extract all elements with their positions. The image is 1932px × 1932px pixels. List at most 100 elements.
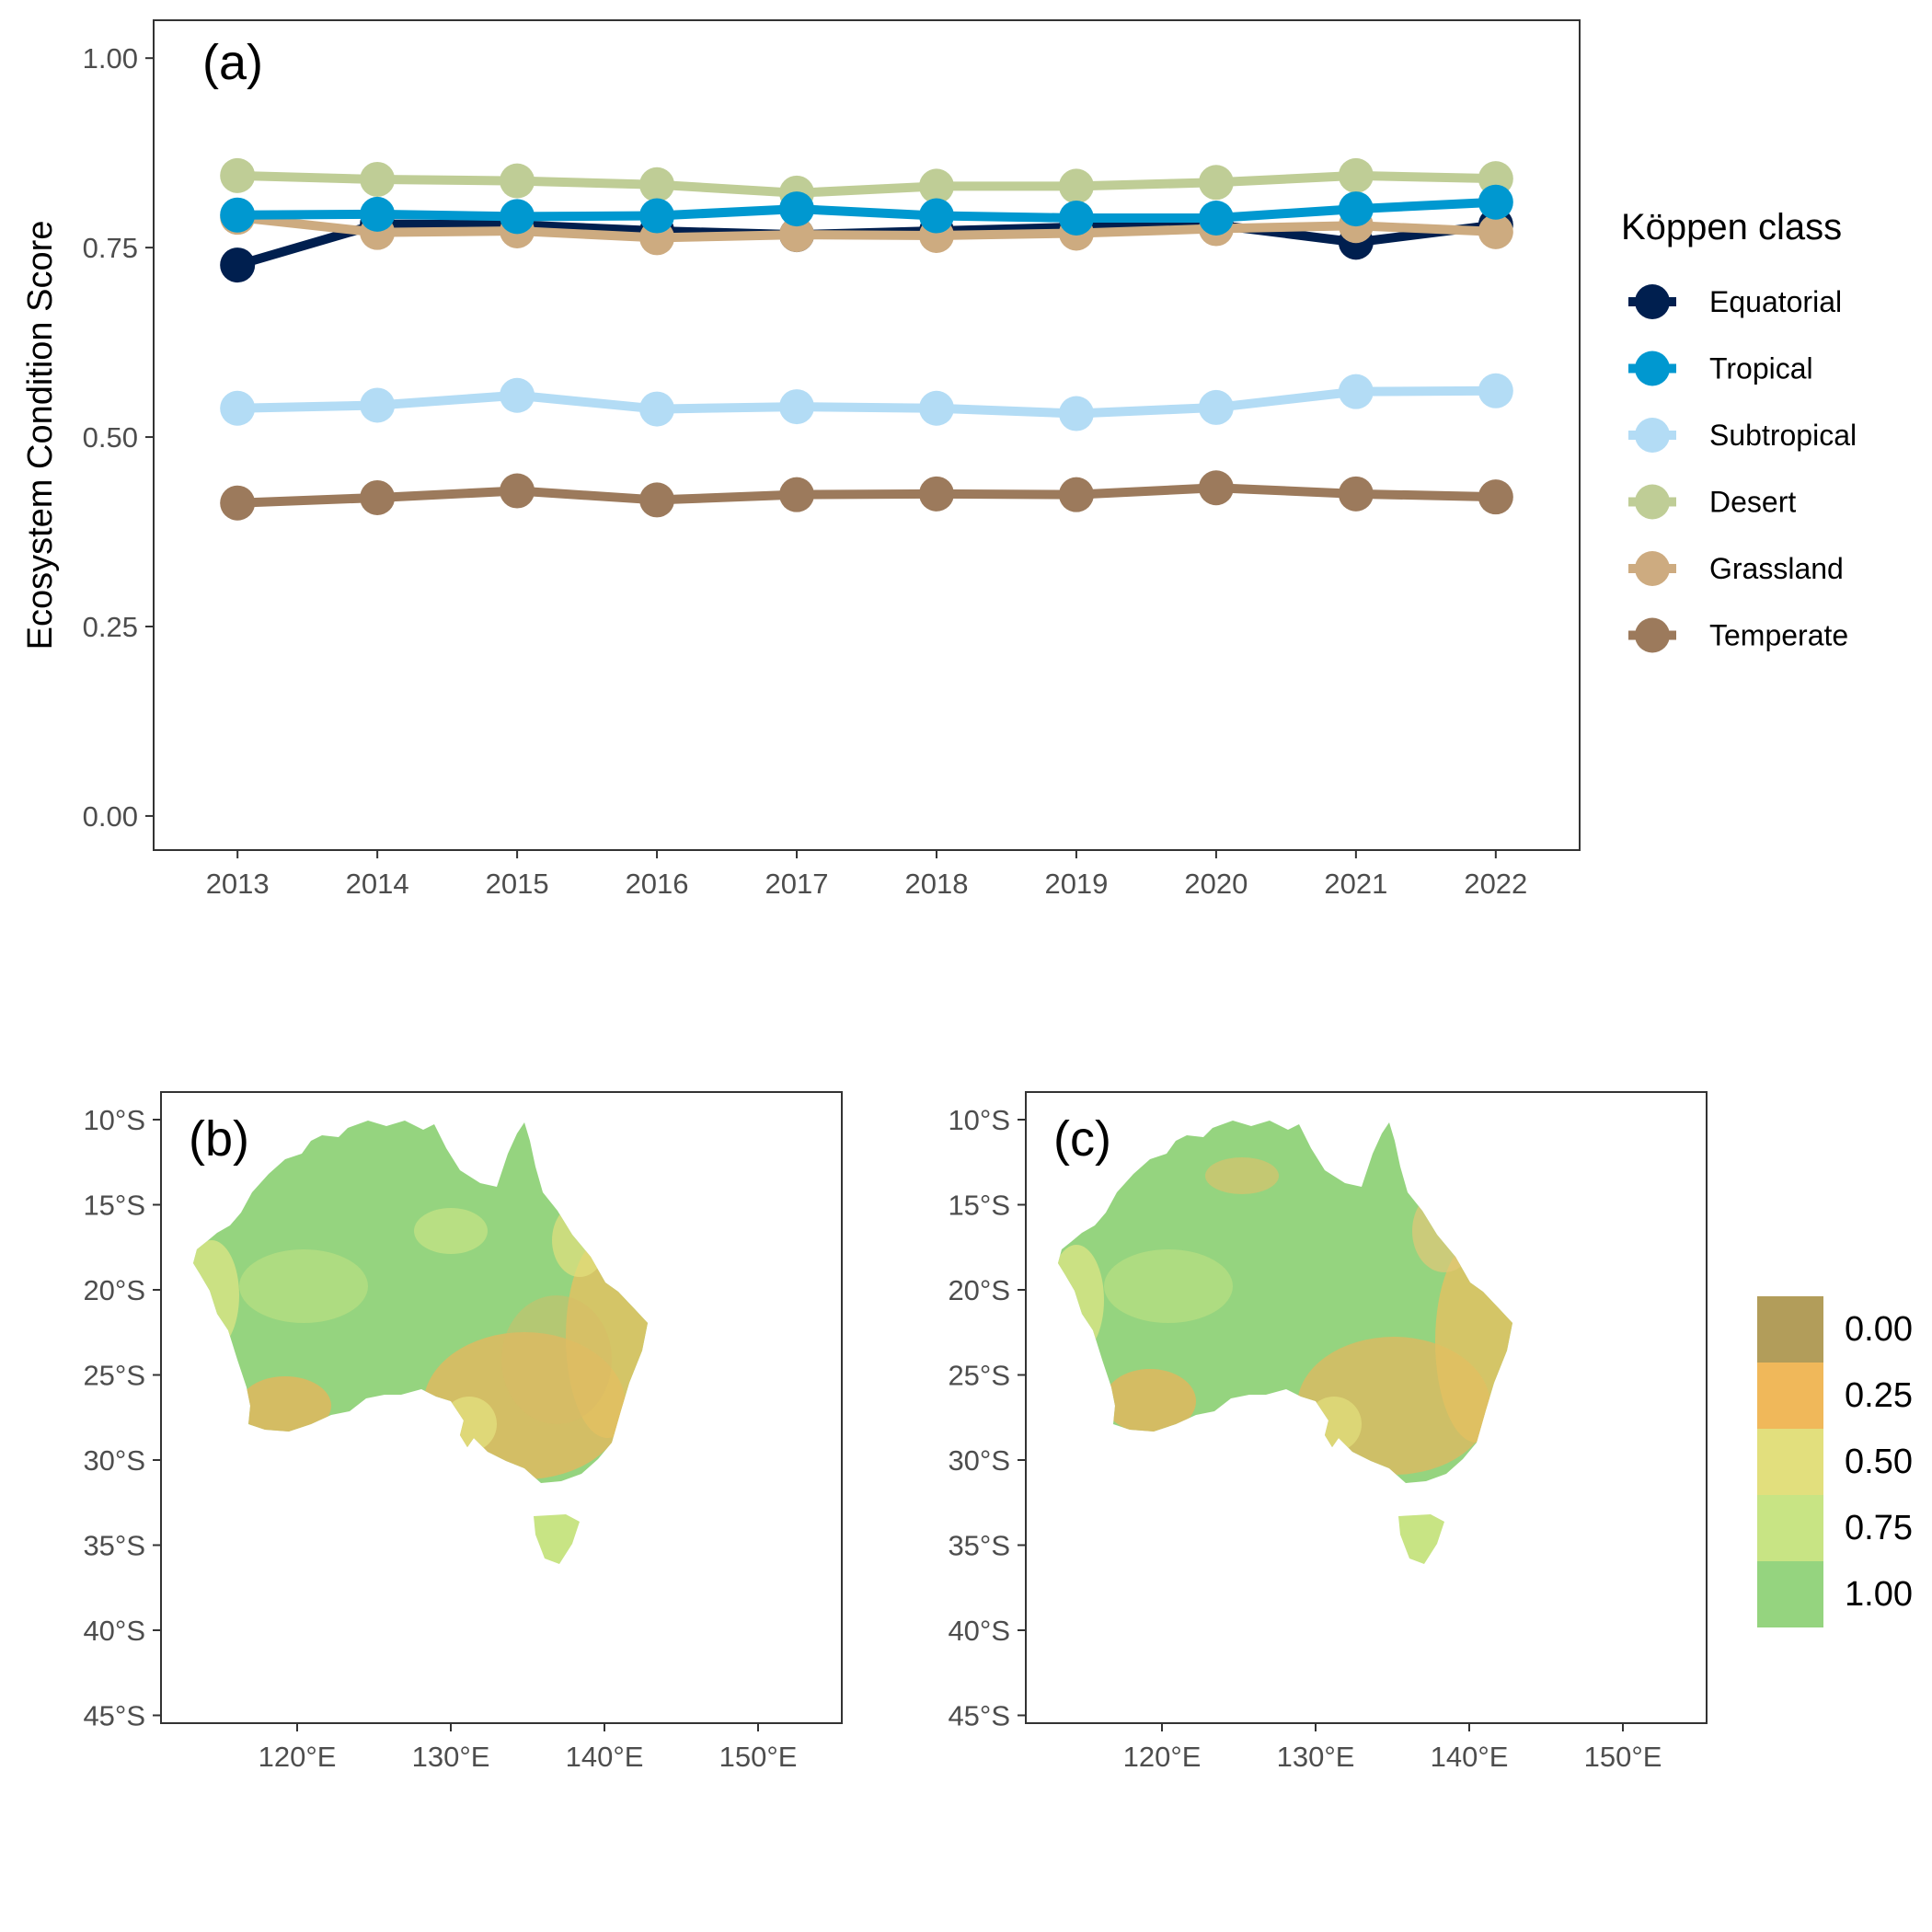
x-tick-label: 2015	[486, 868, 549, 900]
data-point	[220, 157, 256, 193]
data-point	[500, 199, 535, 235]
data-point	[360, 479, 396, 515]
series-desert	[220, 157, 1513, 211]
panel-c-axes: 10°S 15°S 20°S 25°S 30°S 35°S 40°S 45°S 120°E 130…	[948, 1104, 1662, 1773]
panel-b-axes: 10°S 15°S 20°S 25°S 30°S 35°S 40°S 45°S 120°E 130…	[83, 1104, 797, 1773]
series-temperate	[220, 470, 1513, 521]
colorbar-swatch	[1757, 1495, 1823, 1561]
lat-tick-label: 20°S	[948, 1274, 1010, 1306]
legend-label: Grassland	[1709, 552, 1844, 585]
panel-a-y-axis: 0.00 0.25 0.50 0.75 1.00	[83, 42, 154, 833]
panel-b-tag: (b)	[189, 1111, 249, 1167]
legend-title: Köppen class	[1621, 207, 1842, 247]
y-tick-label: 0.00	[83, 800, 138, 833]
data-point	[1478, 479, 1513, 515]
series-tropical	[220, 184, 1513, 236]
data-point	[1058, 168, 1094, 204]
legend-key-point	[1635, 617, 1670, 653]
data-point	[918, 168, 954, 204]
data-point	[500, 377, 535, 413]
series-line	[236, 213, 1497, 243]
data-point	[220, 485, 256, 521]
x-tick-label: 2016	[626, 868, 689, 900]
data-point	[1198, 470, 1234, 506]
legend-label: Subtropical	[1709, 419, 1857, 452]
data-point	[1198, 389, 1234, 425]
lat-tick-label: 25°S	[948, 1360, 1010, 1392]
data-point	[1478, 213, 1513, 249]
y-tick-label: 1.00	[83, 42, 138, 75]
lon-tick-label: 130°E	[1277, 1741, 1355, 1773]
series-subtropical	[220, 373, 1513, 431]
panel-a-x-axis: 2013 2014 2015 2016 2017 2018 2019 2020 2021 2022	[206, 850, 1527, 900]
data-point	[639, 391, 675, 427]
lat-tick-label: 40°S	[948, 1615, 1010, 1647]
legend-item-temperate: Temperate	[1628, 617, 1848, 653]
lat-tick-label: 30°S	[948, 1444, 1010, 1477]
data-point	[1338, 374, 1374, 409]
lat-tick-label: 40°S	[83, 1615, 145, 1647]
lat-tick-label: 25°S	[83, 1360, 145, 1392]
data-point	[918, 390, 954, 426]
lat-tick-label: 35°S	[948, 1530, 1010, 1562]
data-point	[500, 473, 535, 509]
series-line	[236, 483, 1496, 508]
data-point	[360, 387, 396, 423]
legend-item-grassland: Grassland	[1628, 551, 1844, 586]
legend-key-point	[1635, 484, 1670, 520]
series-line	[237, 385, 1496, 419]
y-tick-label: 0.75	[83, 232, 138, 264]
colorbar-swatch	[1757, 1296, 1823, 1363]
colorbar-label: 0.50	[1845, 1443, 1913, 1481]
colorbar-label: 0.25	[1845, 1376, 1913, 1415]
tasmania-b	[534, 1514, 580, 1564]
colorbar-swatch	[1757, 1561, 1823, 1627]
legend-item-tropical: Tropical	[1628, 351, 1813, 386]
map-panel-b: 10°S 15°S 20°S 25°S 30°S 35°S 40°S 45°S 120°E 130…	[83, 1091, 843, 1773]
data-point	[779, 191, 815, 227]
data-point	[1058, 200, 1094, 236]
data-point	[639, 198, 675, 234]
legend-item-desert: Desert	[1628, 484, 1796, 520]
data-point	[918, 198, 954, 234]
y-tick-label: 0.50	[83, 421, 138, 454]
lon-tick-label: 150°E	[1584, 1741, 1662, 1773]
data-point	[1198, 165, 1234, 201]
data-point	[220, 390, 256, 426]
line-chart-panel-a: 0.000.250.500.751.00 2013 2014 2015 2016 201…	[21, 19, 1581, 900]
legend-items: Equatorial Tropical Subtropical Desert Grass…	[1628, 284, 1857, 653]
lat-tick-label: 15°S	[948, 1190, 1010, 1222]
x-tick-label: 2014	[346, 868, 409, 900]
data-point	[360, 196, 396, 232]
lon-tick-label: 120°E	[1123, 1741, 1202, 1773]
legend: Köppen class Equatorial Tropical Subtropic…	[1621, 207, 1857, 653]
data-point	[779, 477, 815, 512]
data-point	[1478, 184, 1513, 220]
data-point	[1478, 373, 1513, 408]
panel-c-tag: (c)	[1053, 1111, 1111, 1167]
data-point	[779, 389, 815, 425]
lat-tick-label: 45°S	[948, 1700, 1010, 1732]
lat-tick-label: 10°S	[83, 1104, 145, 1136]
data-point	[500, 163, 535, 199]
data-point	[779, 217, 815, 253]
lat-tick-label: 10°S	[948, 1104, 1010, 1136]
lat-tick-label: 15°S	[83, 1190, 145, 1222]
x-tick-label: 2019	[1044, 868, 1108, 900]
legend-item-equatorial: Equatorial	[1628, 284, 1842, 319]
lat-tick-label: 45°S	[83, 1700, 145, 1732]
legend-label: Tropical	[1709, 352, 1813, 385]
lat-tick-label: 35°S	[83, 1530, 145, 1562]
colorbar: 0.00 0.25 0.50 0.75 1.00	[1757, 1296, 1913, 1627]
lat-tick-label: 30°S	[83, 1444, 145, 1477]
legend-label: Equatorial	[1709, 285, 1842, 318]
series-line	[237, 170, 1496, 198]
map-panel-c: 10°S 15°S 20°S 25°S 30°S 35°S 40°S 45°S 120°E 130…	[948, 1091, 1708, 1773]
panel-a-series	[220, 157, 1513, 521]
tasmania-c	[1398, 1514, 1444, 1564]
legend-label: Desert	[1709, 486, 1796, 519]
lat-tick-label: 20°S	[83, 1274, 145, 1306]
colorbar-label: 0.75	[1845, 1509, 1913, 1547]
y-axis-label: Ecosystem Condition Score	[21, 221, 60, 650]
